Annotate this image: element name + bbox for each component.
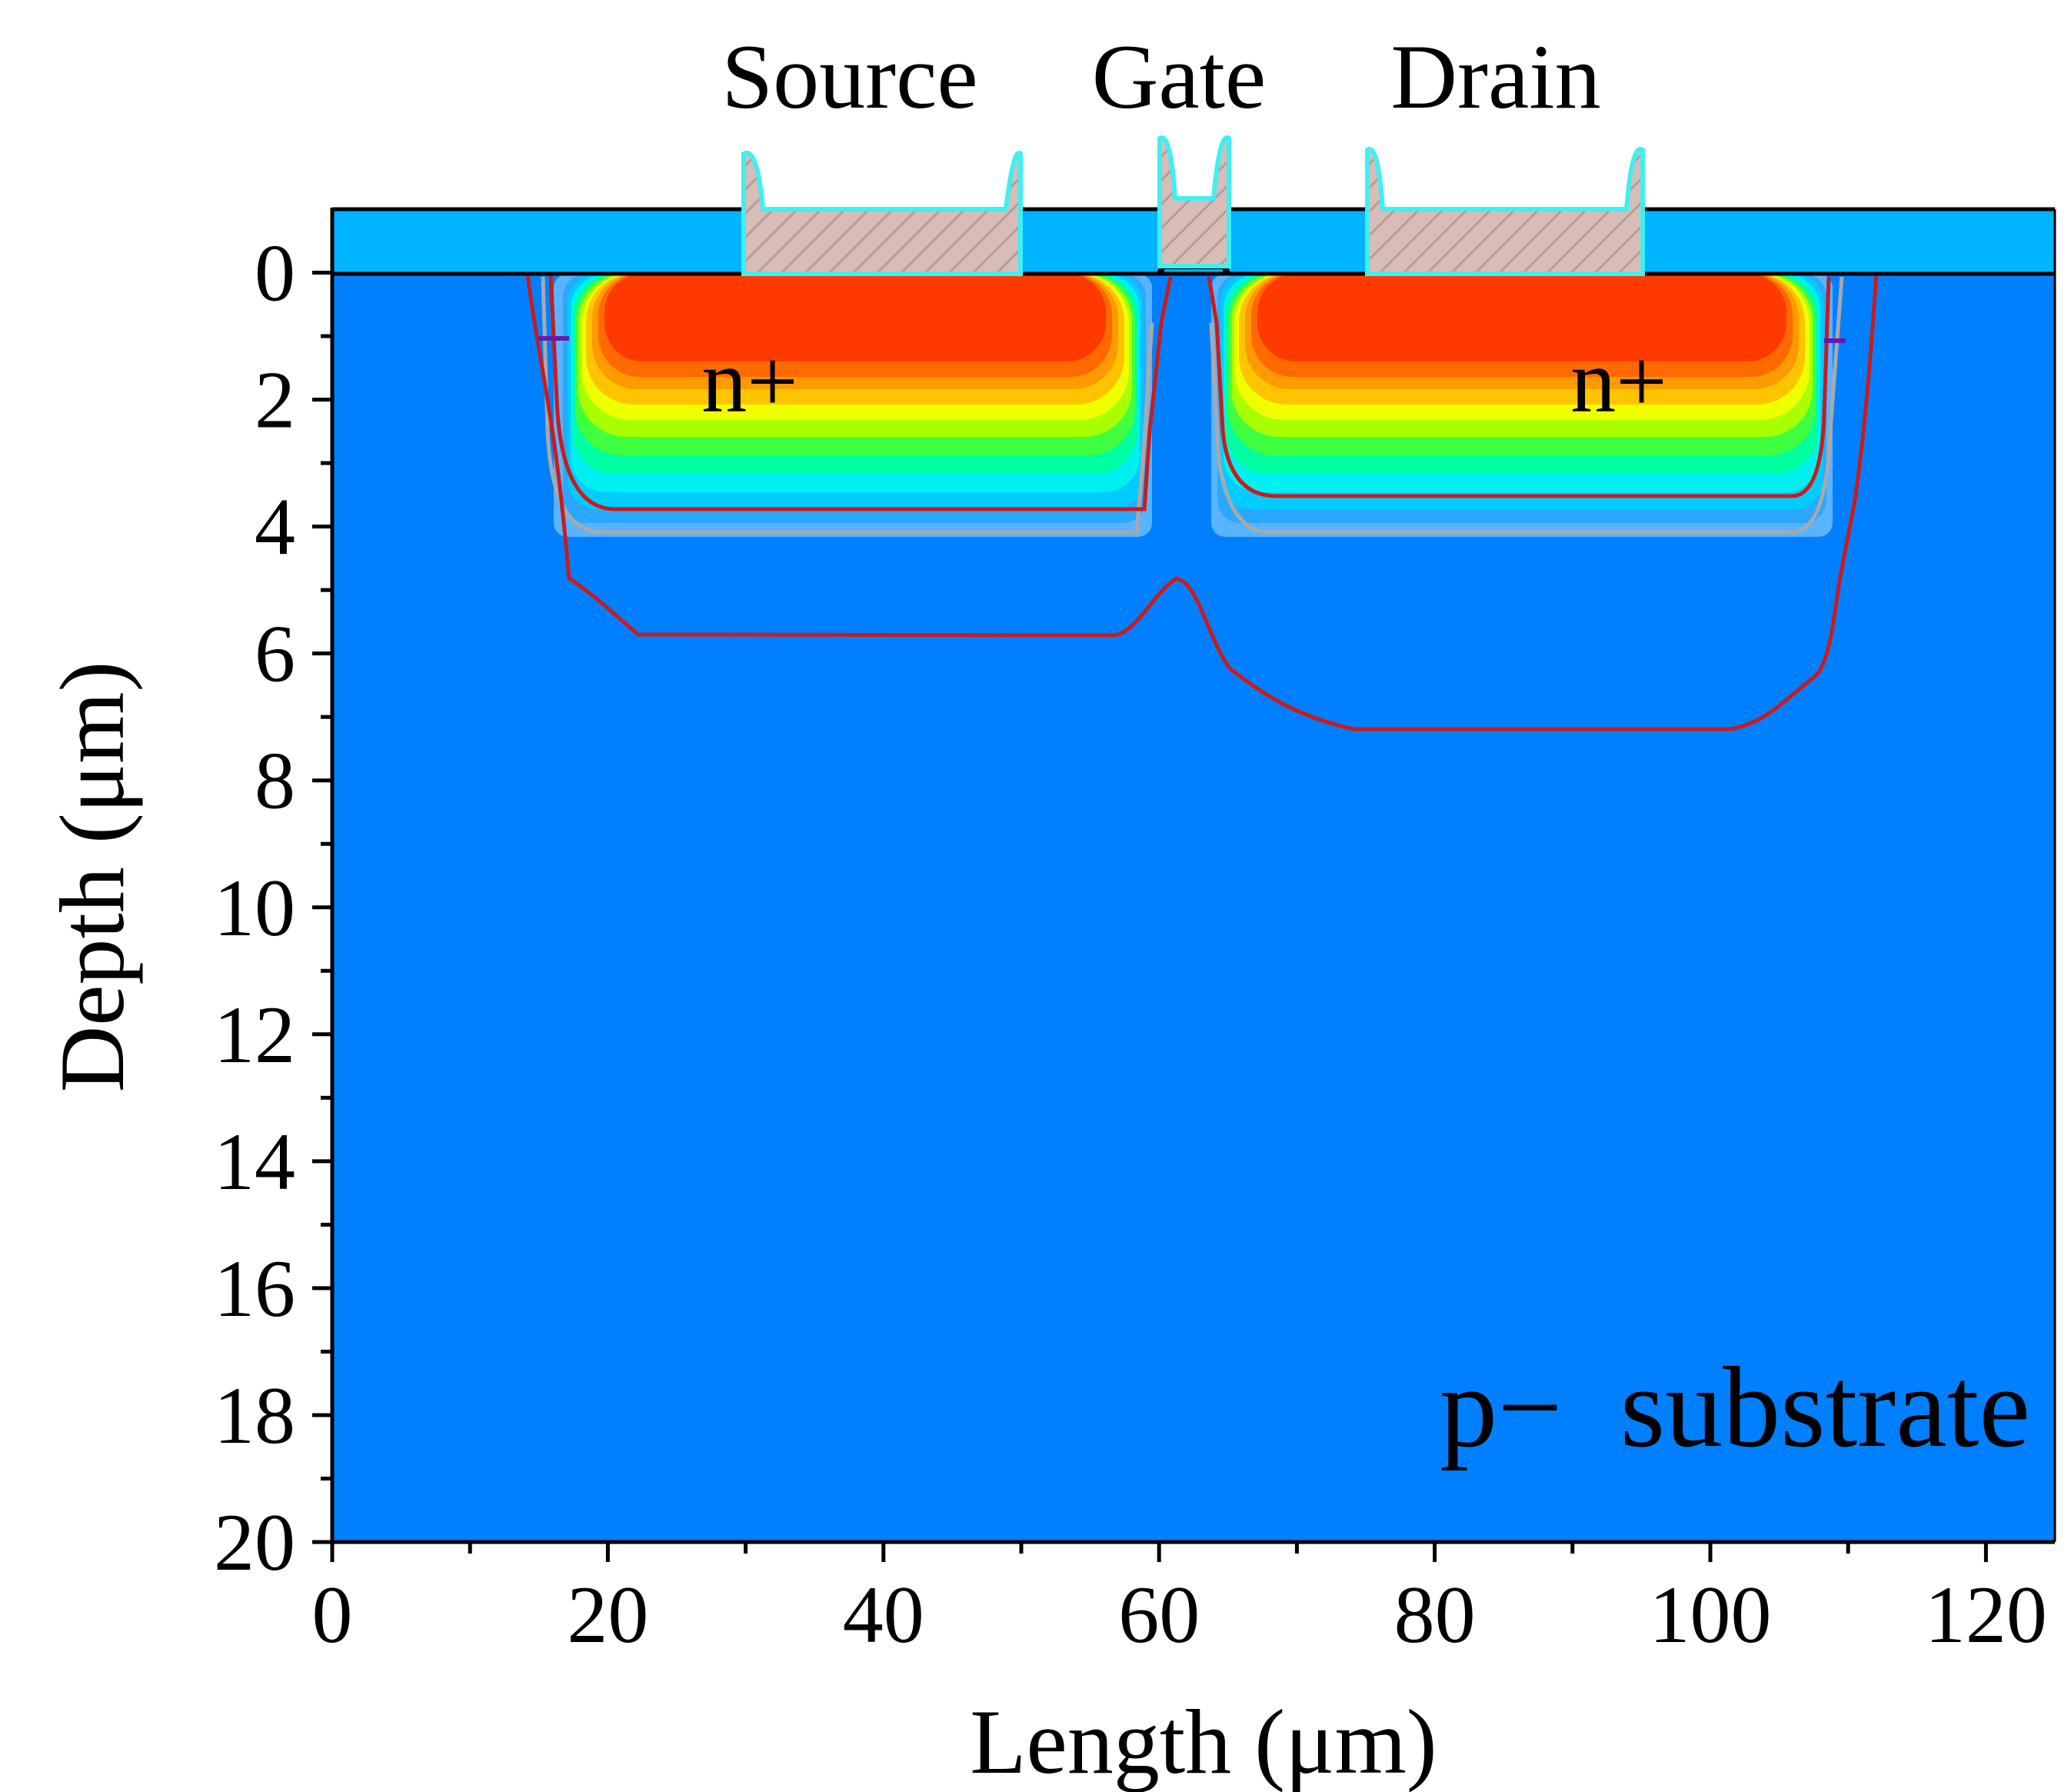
drain-label: Drain [1390, 25, 1600, 128]
x-tick-label: 40 [843, 1570, 924, 1660]
n-plus-region-right [1211, 274, 1833, 537]
doping-core-left [604, 274, 1106, 361]
y-tick-label: 14 [214, 1117, 295, 1207]
gate-label: Gate [1092, 25, 1267, 128]
y-tick-label: 10 [214, 863, 295, 953]
gate-electrode [1157, 135, 1231, 268]
x-axis-ticks: 0 20 40 60 80 100 120 [312, 1542, 2047, 1660]
y-tick-label: 2 [255, 355, 295, 445]
y-tick-label: 8 [255, 736, 295, 826]
outer-contour-right [1209, 276, 1844, 535]
x-tick-label: 60 [1118, 1570, 1200, 1660]
x-tick-label: 100 [1650, 1570, 1772, 1660]
y-tick-label: 0 [255, 228, 295, 318]
y-axis-ticks: 0 2 4 6 8 10 12 14 16 18 20 [214, 228, 332, 1587]
y-axis-title: Depth (μm) [41, 661, 143, 1093]
x-tick-label: 80 [1394, 1570, 1476, 1660]
y-tick-label: 12 [214, 990, 295, 1080]
y-tick-label: 18 [214, 1371, 295, 1461]
plot-area [332, 209, 2055, 1542]
depletion-edge-line [525, 273, 1879, 731]
outer-contour-left [541, 276, 1154, 535]
source-electrode [741, 150, 1023, 276]
y-tick-label: 20 [214, 1497, 295, 1587]
y-tick-label: 4 [255, 482, 295, 572]
n-plus-region-left [554, 274, 1152, 537]
electrodes [741, 135, 1645, 276]
n-plus-label-right: n+ [1570, 331, 1667, 431]
doping-core-right [1257, 274, 1786, 361]
x-tick-label: 0 [312, 1570, 353, 1660]
substrate-label: p− substrate [1440, 1344, 2030, 1471]
junction-line-inner-left [548, 273, 1173, 511]
x-tick-label: 20 [567, 1570, 648, 1660]
y-tick-label: 16 [214, 1244, 295, 1334]
x-tick-label: 120 [1925, 1570, 2047, 1660]
y-tick-label: 6 [255, 609, 295, 699]
source-label: Source [721, 25, 977, 128]
drain-electrode [1365, 146, 1645, 276]
junction-line-inner-right [1207, 276, 1831, 498]
x-axis-title: Length (μm) [970, 1690, 1437, 1792]
n-plus-label-left: n+ [701, 331, 798, 431]
